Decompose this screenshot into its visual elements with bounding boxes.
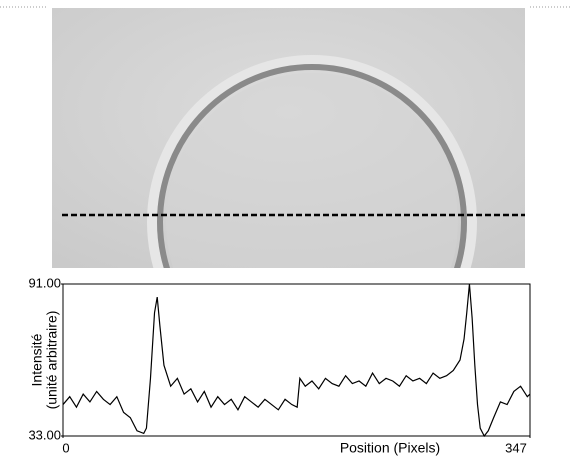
y-tick-label: 33.00 (28, 427, 61, 442)
cell-interior (166, 73, 458, 268)
y-tick-label: 91.00 (28, 275, 61, 290)
x-tick-label: 0 (62, 440, 69, 455)
halo (147, 55, 477, 268)
intensity-line (62, 283, 531, 438)
plot-frame (62, 283, 531, 437)
x-axis-label: Position (Pixels) (340, 440, 440, 456)
y-axis-label: (unité arbitraire) (44, 311, 60, 410)
y-axis-label: Intensité (29, 333, 45, 386)
x-tick-label: 347 (505, 440, 527, 455)
cell-ring (157, 64, 467, 268)
micrograph (52, 8, 525, 268)
